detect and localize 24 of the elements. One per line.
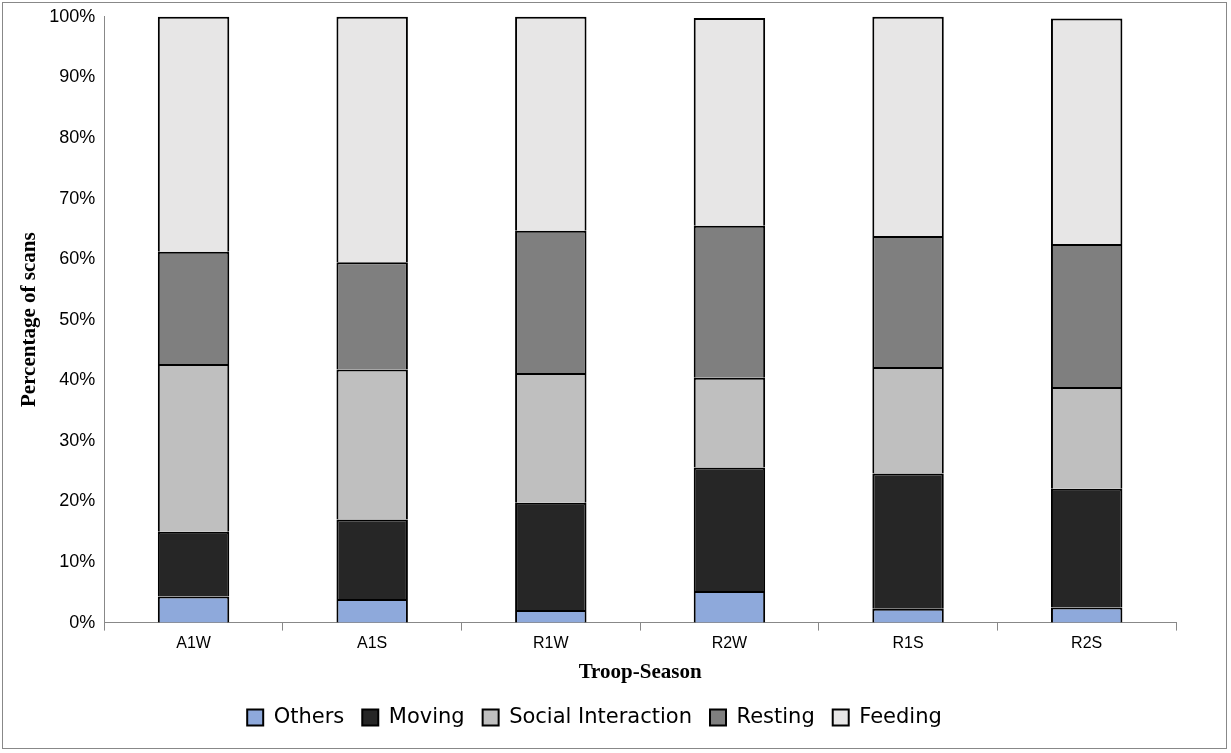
x-tick-label: R1S — [892, 633, 924, 651]
y-tick-label: 40% — [59, 369, 96, 390]
x-tick-label: R1W — [533, 633, 570, 651]
legend-label: Feeding — [859, 703, 942, 728]
x-tick-label: R2S — [1071, 633, 1103, 651]
legend-label: Social Interaction — [509, 703, 693, 728]
x-axis-title: Troop-Season — [578, 658, 702, 683]
x-tick-label: R2W — [711, 633, 749, 651]
y-tick-label: 80% — [59, 126, 96, 147]
y-tick-label: 30% — [59, 429, 96, 450]
y-tick-label: 100% — [49, 5, 96, 26]
x-tick-label: A1W — [176, 633, 212, 651]
y-tick-label: 90% — [59, 66, 96, 87]
y-tick-label: 50% — [59, 308, 96, 329]
y-tick-label: 20% — [59, 490, 96, 511]
y-tick-label: 10% — [59, 550, 96, 571]
y-tick-label: 0% — [69, 611, 96, 632]
legend-label: Others — [273, 703, 345, 728]
x-tick-label: A1S — [357, 633, 388, 651]
legend-label: Moving — [388, 703, 465, 728]
y-tick-label: 70% — [59, 187, 96, 208]
y-tick-label: 60% — [59, 248, 96, 269]
legend-label: Resting — [736, 703, 815, 728]
y-axis-title: Percentage of scans — [16, 232, 41, 407]
